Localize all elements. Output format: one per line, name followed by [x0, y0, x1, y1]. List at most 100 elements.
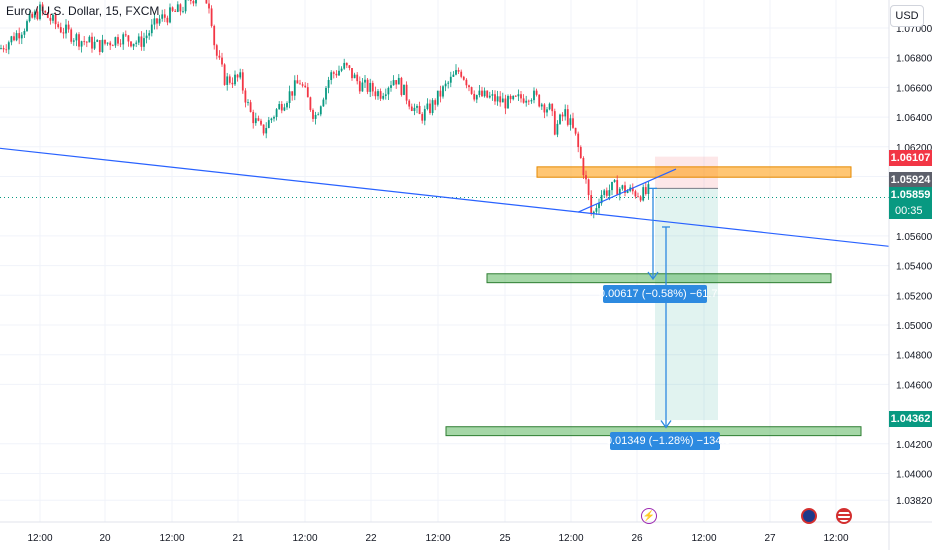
last-price-tag: 1.05859	[889, 187, 932, 203]
candle-body	[592, 211, 595, 214]
candle-body	[223, 64, 226, 85]
candle-body	[257, 118, 260, 121]
descending-trendline	[0, 147, 890, 247]
candle-body	[213, 25, 216, 46]
candle-body	[356, 74, 359, 82]
candle-body	[65, 24, 67, 34]
candle-body	[382, 95, 385, 99]
candle-body	[293, 80, 296, 96]
candle-body	[517, 94, 520, 97]
annotations-front[interactable]	[0, 147, 890, 429]
candle-body	[36, 11, 39, 20]
candle-body	[410, 106, 413, 111]
candle-body	[156, 18, 158, 24]
candle-body	[447, 82, 450, 84]
candle-body	[0, 48, 2, 49]
support-zone-1	[486, 273, 832, 284]
candle-body	[52, 15, 54, 21]
candle-body	[403, 84, 405, 95]
lightning-event-icon[interactable]: ⚡	[641, 508, 657, 524]
candle-body	[561, 114, 564, 117]
candle-body	[122, 34, 125, 45]
candle-body	[171, 7, 174, 11]
candle-body	[634, 191, 637, 197]
y-tick-label: 1.06800	[896, 54, 932, 65]
candle-body	[546, 109, 548, 113]
candle-body	[590, 195, 593, 214]
candle-body	[611, 181, 613, 191]
y-tick-label: 1.04000	[896, 470, 932, 481]
candle-body	[426, 103, 429, 109]
candle-body	[205, 0, 208, 4]
candle-body	[637, 196, 639, 198]
candle-body	[512, 95, 515, 100]
candle-body	[62, 32, 65, 34]
candle-body	[46, 12, 49, 18]
candle-body	[600, 194, 603, 204]
candle-body	[642, 187, 645, 201]
candle-body	[520, 94, 522, 99]
candle-body	[228, 76, 231, 83]
candle-body	[252, 111, 255, 124]
target-zone	[655, 188, 718, 421]
candle-body	[647, 184, 650, 195]
candle-body	[262, 124, 265, 134]
candle-body	[101, 39, 104, 52]
candle-body	[364, 79, 366, 83]
candle-body	[488, 95, 491, 98]
candle-body	[145, 35, 148, 39]
candle-body	[535, 90, 538, 95]
candle-body	[33, 11, 36, 18]
measure-arrow-1-head	[647, 271, 659, 281]
candle-body	[387, 87, 390, 95]
candle-body	[605, 190, 608, 196]
candle-body	[117, 37, 119, 44]
x-tick-label: 26	[631, 533, 643, 544]
y-tick-label: 1.04800	[896, 351, 932, 362]
currency-button[interactable]: USD	[890, 5, 924, 27]
y-tick-label: 1.04200	[896, 440, 932, 451]
candle-body	[75, 34, 78, 41]
candle-body	[566, 109, 569, 125]
candle-body	[577, 133, 580, 148]
candle-body	[343, 62, 346, 69]
measure-arrow-2-head	[660, 420, 672, 429]
candle-body	[124, 34, 127, 36]
candle-body	[132, 43, 135, 47]
candle-body	[621, 185, 624, 189]
candle-body	[7, 42, 10, 50]
candle-body	[551, 103, 554, 112]
candle-body	[254, 118, 257, 124]
candle-body	[31, 13, 34, 18]
candle-body	[397, 77, 400, 85]
candle-body	[210, 8, 213, 26]
candle-body	[624, 185, 626, 193]
candle-body	[465, 79, 468, 86]
measure-label-1[interactable]: −0.00617 (−0.58%) −61.7	[592, 285, 718, 303]
candle-body	[148, 33, 151, 36]
candle-body	[184, 0, 187, 12]
candle-body	[247, 102, 249, 104]
candle-body	[249, 102, 252, 112]
candle-body	[130, 41, 132, 47]
candle-body	[598, 203, 600, 209]
candle-body	[608, 190, 611, 196]
candle-body	[525, 100, 528, 103]
candle-body	[556, 123, 559, 135]
eu-flag-icon[interactable]	[801, 508, 817, 524]
bar-countdown: 00:35	[889, 203, 932, 219]
symbol-title[interactable]: Euro / U.S. Dollar, 15, FXCM	[6, 4, 160, 18]
candle-body	[241, 72, 244, 91]
candle-body	[244, 90, 247, 103]
candle-body	[119, 43, 122, 45]
candle-body	[436, 90, 439, 105]
candle-body	[335, 73, 338, 76]
us-flag-icon[interactable]	[836, 508, 852, 524]
candle-body	[325, 87, 327, 100]
measure-label-2[interactable]: −0.01349 (−1.28%) −134.9	[599, 432, 731, 450]
y-tick-label: 1.05200	[896, 291, 932, 302]
x-tick-label: 12:00	[425, 533, 450, 544]
candle-body	[418, 105, 421, 115]
